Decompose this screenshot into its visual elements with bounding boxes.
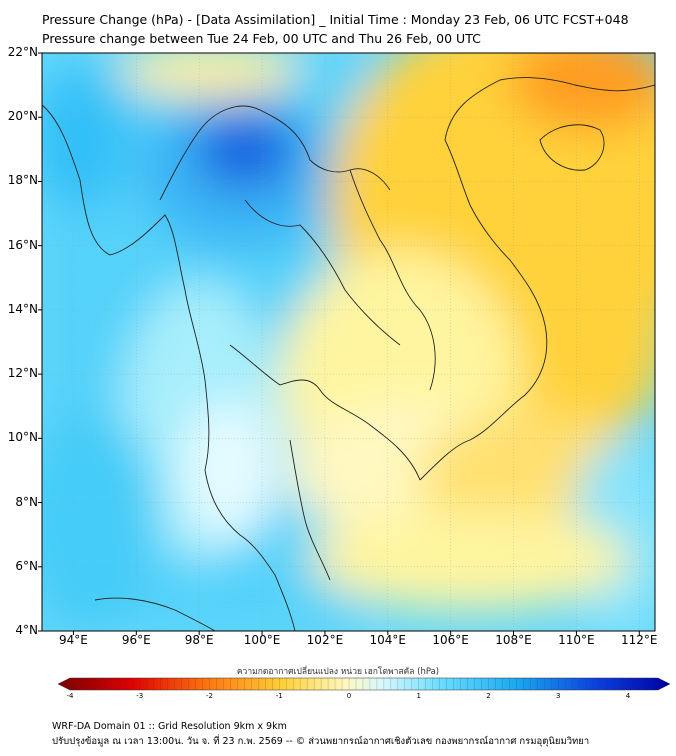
gridlines	[42, 53, 655, 631]
lat-tick-label: 14°N	[7, 301, 38, 316]
chart-subtitle: Pressure change between Tue 24 Feb, 00 U…	[42, 31, 481, 46]
strong-fall-area	[510, 53, 655, 130]
chart-title: Pressure Change (hPa) - [Data Assimilati…	[42, 12, 629, 27]
lat-tick-label: 10°N	[7, 430, 38, 445]
tick-marks	[38, 52, 640, 635]
lon-tick-label: 106°E	[432, 633, 469, 647]
colorbar-tick-label: 3	[556, 692, 561, 700]
lon-tick-label: 100°E	[243, 633, 281, 647]
colorbar	[57, 677, 671, 691]
footer-model-info: WRF-DA Domain 01 :: Grid Resolution 9km …	[52, 721, 287, 732]
lon-tick-label: 112°E	[621, 633, 658, 647]
lat-tick-label: 4°N	[15, 623, 38, 637]
footer-credit: ปรับปรุงข้อมูล ณ เวลา 13:00น. วัน จ. ที่…	[52, 736, 590, 747]
colorbar-tick-label: 2	[486, 692, 491, 700]
map-frame	[41, 52, 656, 632]
colorbar-label: ความกดอากาศเปลี่ยนแปลง หน่วย เฮกโตพาสคัล…	[236, 667, 440, 677]
lat-tick-label: 16°N	[7, 237, 38, 252]
lat-tick-label: 18°N	[7, 173, 38, 188]
colorbar-tick-label: -4	[66, 692, 74, 700]
lon-tick-label: 102°E	[306, 633, 344, 647]
colorbar-tick-label: 1	[416, 692, 421, 700]
lat-tick-label: 6°N	[15, 558, 38, 573]
lat-tick-label: 12°N	[7, 366, 38, 381]
lon-tick-label: 108°E	[495, 633, 532, 647]
colorbar-tick-label: -3	[136, 692, 144, 700]
lon-tick-label: 94°E	[58, 633, 88, 647]
coastlines	[42, 77, 655, 631]
colorbar-tick-label: 0	[346, 692, 352, 700]
colorbar-tick-label: -2	[206, 692, 213, 700]
strong-rise-area	[195, 110, 295, 190]
lon-tick-label: 110°E	[558, 633, 595, 647]
colorbar-tick-label: 4	[625, 692, 631, 700]
lon-tick-label: 104°E	[369, 633, 407, 647]
lat-tick-label: 22°N	[7, 45, 38, 59]
colorbar-ticks	[69, 678, 629, 690]
lon-tick-label: 98°E	[184, 633, 214, 647]
lat-tick-label: 20°N	[7, 109, 38, 124]
colorbar-tick-label: -1	[275, 692, 283, 700]
lat-tick-label: 8°N	[15, 494, 38, 509]
lon-tick-label: 96°E	[121, 633, 151, 647]
